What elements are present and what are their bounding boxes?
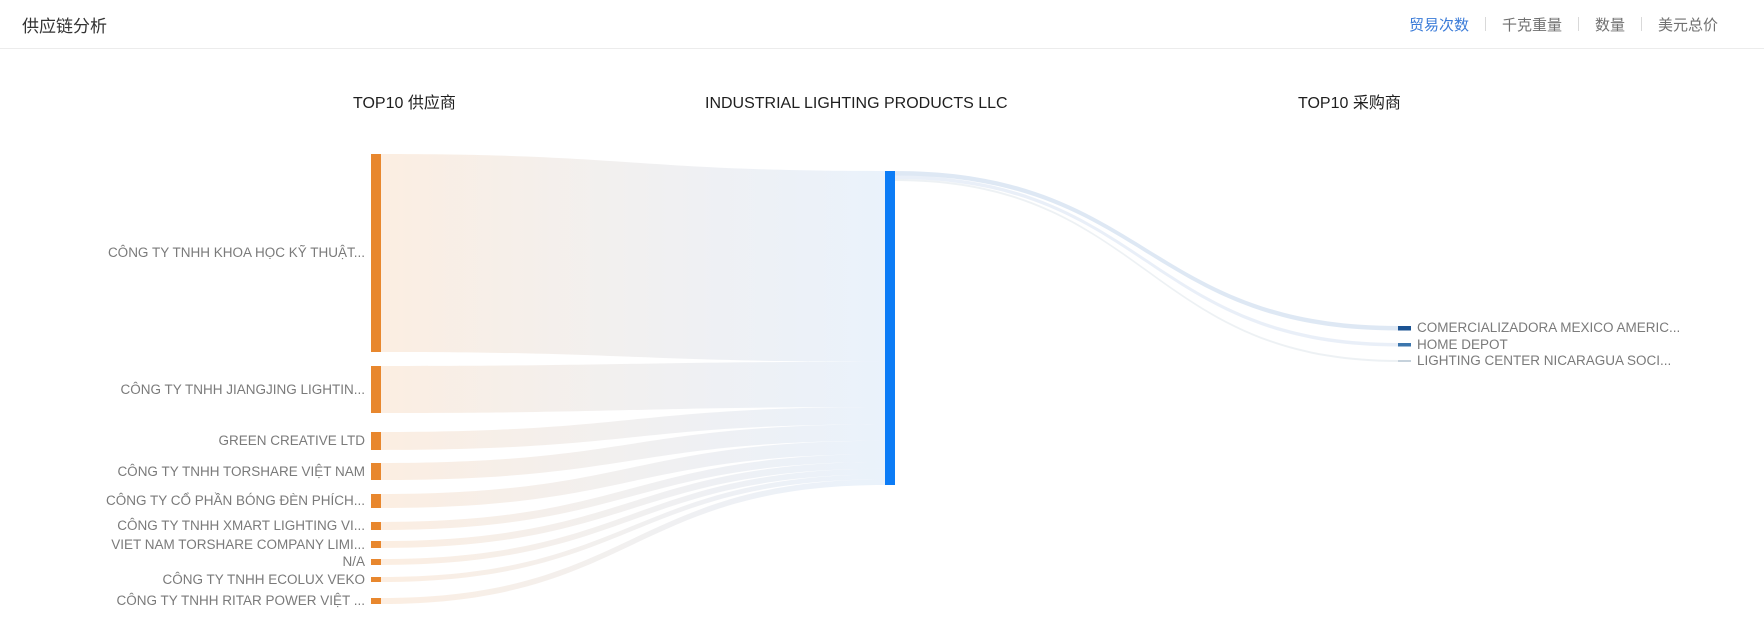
flow-center-to-buyer[interactable] bbox=[895, 175, 1398, 347]
supplier-node[interactable] bbox=[371, 541, 381, 548]
supplier-node[interactable] bbox=[371, 463, 381, 480]
supplier-label[interactable]: CÔNG TY TNHH TORSHARE VIỆT NAM bbox=[117, 463, 365, 479]
flow-supplier-to-center[interactable] bbox=[381, 468, 885, 565]
supplier-node[interactable] bbox=[371, 432, 381, 450]
flow-supplier-to-center[interactable] bbox=[381, 424, 885, 480]
buyer-label[interactable]: HOME DEPOT bbox=[1417, 336, 1508, 352]
flow-supplier-to-center[interactable] bbox=[381, 154, 885, 362]
flow-supplier-to-center[interactable] bbox=[381, 461, 885, 548]
buyer-node[interactable] bbox=[1398, 360, 1411, 362]
supplier-label[interactable]: CÔNG TY TNHH ECOLUX VEKO bbox=[162, 571, 365, 587]
supplier-label[interactable]: N/A bbox=[342, 554, 365, 569]
supplier-label[interactable]: CÔNG TY TNHH JIANGJING LIGHTIN... bbox=[120, 381, 365, 397]
tab-separator bbox=[1577, 17, 1579, 31]
flow-supplier-to-center[interactable] bbox=[381, 479, 885, 604]
supplier-node[interactable] bbox=[371, 598, 381, 604]
center-company-node[interactable] bbox=[885, 171, 895, 485]
flow-supplier-to-center[interactable] bbox=[381, 454, 885, 530]
flow-center-to-buyer[interactable] bbox=[895, 179, 1398, 362]
buyer-node[interactable] bbox=[1398, 326, 1411, 331]
supplier-label[interactable]: CÔNG TY TNHH KHOA HỌC KỸ THUẬT... bbox=[107, 245, 365, 260]
tab-separator bbox=[1640, 17, 1642, 31]
flow-supplier-to-center[interactable] bbox=[381, 361, 885, 413]
panel-header: 供应链分析 贸易次数 千克重量 数量 美元总价 bbox=[0, 0, 1764, 48]
supplier-label[interactable]: CÔNG TY TNHH XMART LIGHTING VI... bbox=[117, 518, 365, 533]
tab-separator bbox=[1484, 17, 1486, 31]
tab-usd-total[interactable]: 美元总价 bbox=[1657, 16, 1718, 34]
flow-center-to-buyer[interactable] bbox=[895, 171, 1398, 331]
supplier-node[interactable] bbox=[371, 494, 381, 508]
tab-trade-count[interactable]: 贸易次数 bbox=[1408, 16, 1469, 34]
supplier-label[interactable]: GREEN CREATIVE LTD bbox=[218, 433, 365, 448]
buyer-label[interactable]: LIGHTING CENTER NICARAGUA SOCI... bbox=[1417, 353, 1672, 368]
supplier-node[interactable] bbox=[371, 154, 381, 352]
buyer-node[interactable] bbox=[1398, 343, 1411, 347]
page-title: 供应链分析 bbox=[22, 16, 107, 36]
supplier-node[interactable] bbox=[371, 522, 381, 530]
supplier-node[interactable] bbox=[371, 559, 381, 565]
supplier-label[interactable]: CÔNG TY CỔ PHẦN BÓNG ĐÈN PHÍCH... bbox=[105, 493, 365, 508]
supplier-label[interactable]: CÔNG TY TNHH RITAR POWER VIỆT ... bbox=[116, 593, 365, 608]
header-divider bbox=[0, 48, 1764, 49]
supplier-label[interactable]: VIET NAM TORSHARE COMPANY LIMI... bbox=[111, 536, 365, 552]
metric-tabs: 贸易次数 千克重量 数量 美元总价 bbox=[1393, 14, 1734, 35]
flow-supplier-to-center[interactable] bbox=[381, 440, 885, 508]
buyer-label[interactable]: COMERCIALIZADORA MEXICO AMERIC... bbox=[1417, 320, 1681, 336]
supplier-node[interactable] bbox=[371, 577, 381, 582]
supplier-node[interactable] bbox=[371, 366, 381, 413]
tab-kg-weight[interactable]: 千克重量 bbox=[1501, 16, 1562, 34]
flow-supplier-to-center[interactable] bbox=[381, 406, 885, 450]
tab-quantity[interactable]: 数量 bbox=[1594, 16, 1625, 34]
flow-supplier-to-center[interactable] bbox=[381, 474, 885, 582]
